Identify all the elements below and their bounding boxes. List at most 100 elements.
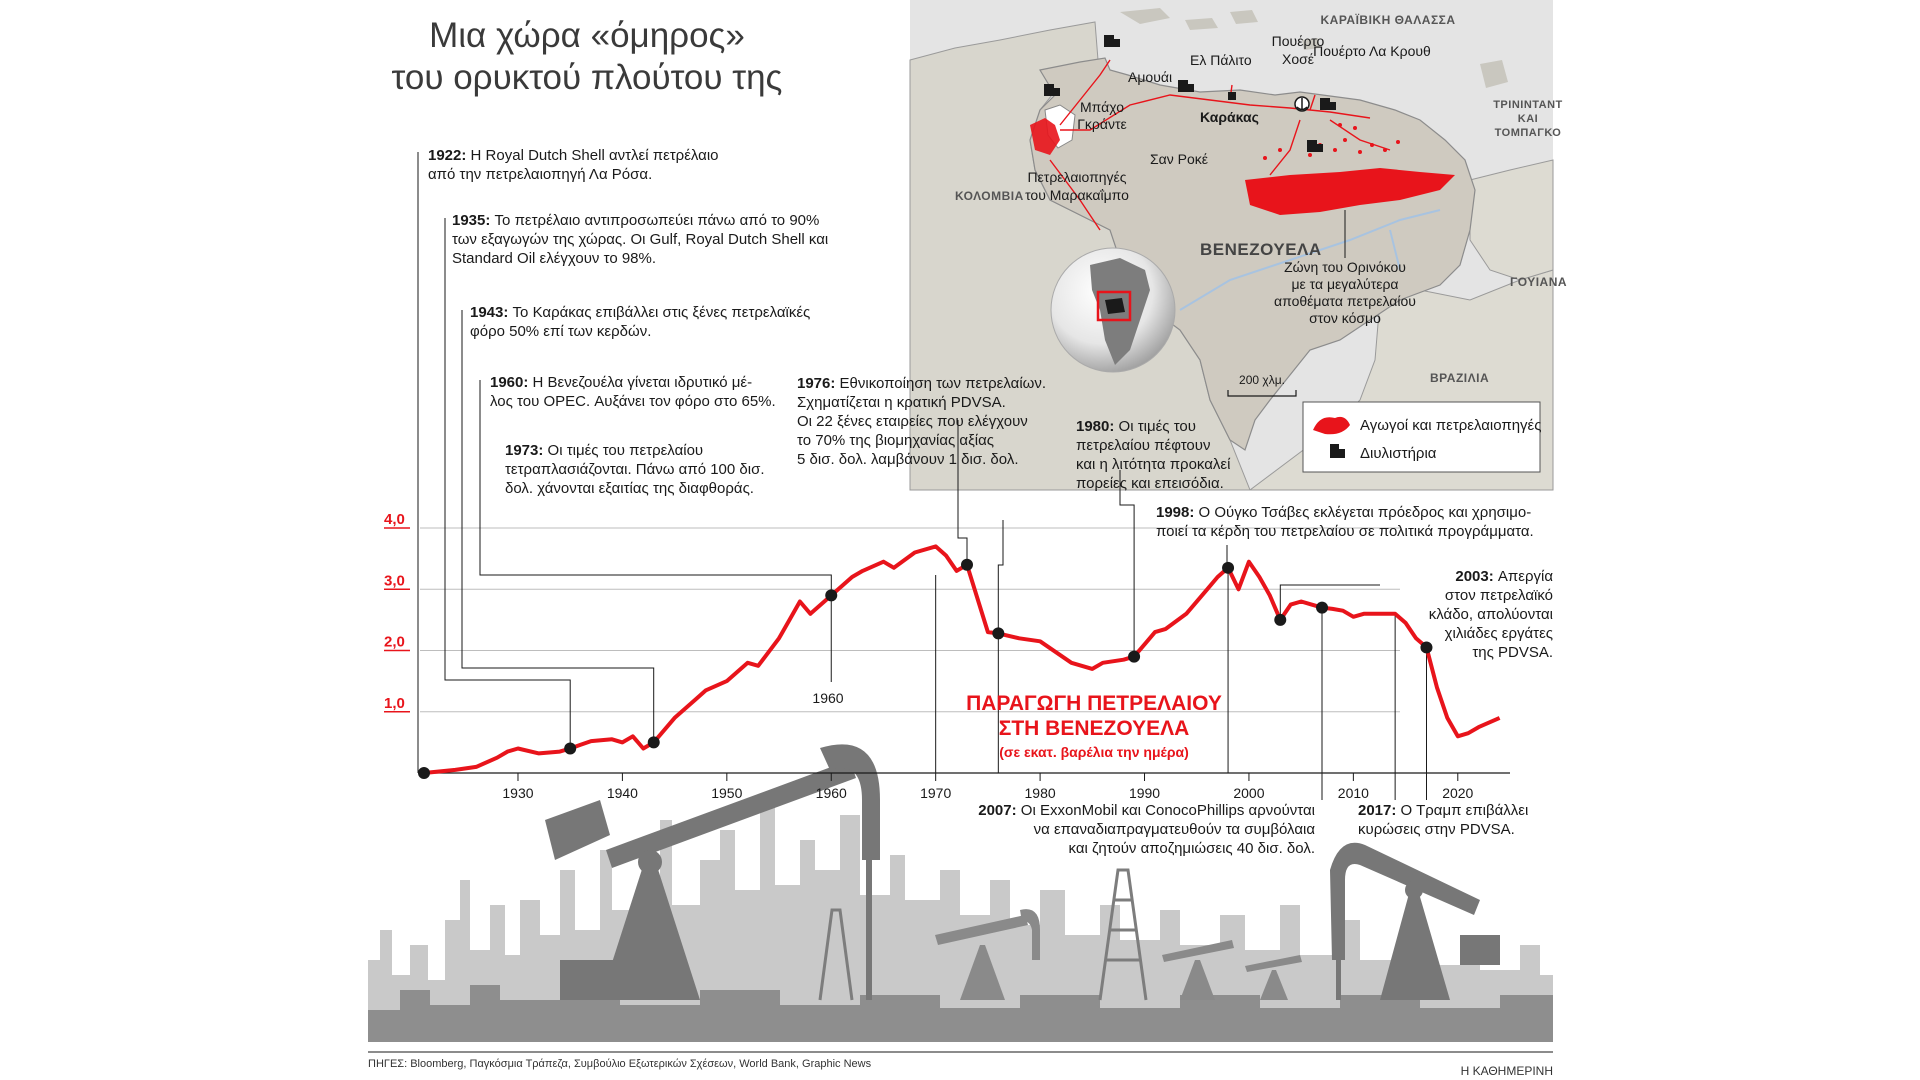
annotation-text-line: 1976: Εθνικοποίηση των πετρελαίων. — [797, 375, 1046, 392]
annotation-text-line: της PDVSA. — [1472, 644, 1553, 661]
label-puerto-jose-1: Πουέρτο — [1272, 33, 1325, 49]
annotation-1980: 1980: Οι τιμές του πετρελαίου πέφτουν και … — [1076, 418, 1231, 492]
annotation-year: 1943: — [470, 304, 513, 321]
label-colombia: ΚΟΛΟΜΒΙΑ — [955, 189, 1024, 203]
leader-line — [444, 218, 571, 749]
chart-y-axis: 1,0 2,0 3,0 4,0 — [384, 511, 410, 713]
x-tick-label-1990: 1990 — [1129, 785, 1160, 801]
label-orinoco-1: Ζώνη του Ορινόκου — [1284, 259, 1406, 275]
annotation-body: Το πετρέλαιο αντιπροσωπεύει πάνω από το … — [495, 212, 820, 229]
footer-brand: Η ΚΑΘΗΜΕΡΙΝΗ — [1461, 1064, 1553, 1078]
label-bajo-grande-2: Γκράντε — [1077, 116, 1127, 132]
event-point-1935 — [564, 742, 577, 755]
label-maracaibo-2: του Μαρακαΐμπο — [1025, 187, 1129, 203]
legend-pipes-icon — [1313, 416, 1350, 435]
globe-inset — [1050, 247, 1176, 373]
leader-line — [1119, 470, 1135, 657]
label-caracas: Καράκας — [1200, 109, 1259, 125]
footer-sources: ΠΗΓΕΣ: Bloomberg, Παγκόσμια Τράπεζα, Συμ… — [368, 1058, 872, 1070]
chart-subtitle: (σε εκατ. βαρέλια την ημέρα) — [999, 744, 1189, 760]
annotation-1998: 1998: Ο Ούγκο Τσάβες εκλέγεται πρόεδρος … — [1156, 504, 1534, 540]
event-point-1989 — [1128, 650, 1141, 663]
annotation-2017: 2017: Ο Τραμπ επιβάλλει κυρώσεις στην PDV… — [1358, 802, 1528, 838]
x-tick-label-1940: 1940 — [607, 785, 638, 801]
legend-refinery-icon — [1330, 444, 1345, 458]
annotation-body: Εθνικοποίηση των πετρελαίων. — [840, 375, 1046, 392]
annotation-text-line: από την πετρελαιοπηγή Λα Ρόσα. — [428, 166, 652, 183]
annotation-text-line: 1973: Οι τιμές του πετρελαίου — [505, 442, 703, 459]
annotation-text-line: 5 δισ. δολ. λαμβάνουν 1 δισ. δολ. — [797, 451, 1018, 468]
venezuela-shape — [1029, 57, 1476, 451]
annotation-text-line: και ζητούν αποζημιώσεις 40 δισ. δολ. — [1069, 840, 1316, 857]
annotation-2007: 2007: Οι ExxonMobil και ConocoPhillips α… — [978, 802, 1315, 857]
annotation-text-line: στον πετρελαϊκό — [1445, 587, 1553, 604]
annotation-body: Απεργία — [1498, 568, 1553, 585]
orinoco-belt — [1245, 168, 1455, 215]
event-point-1960 — [825, 589, 838, 602]
annotation-text-line: 1998: Ο Ούγκο Τσάβες εκλέγεται πρόεδρος … — [1156, 504, 1531, 521]
x-tick-label-1980: 1980 — [1025, 785, 1056, 801]
x-tick-label-1930: 1930 — [502, 785, 533, 801]
annotation-body: Οι ExxonMobil και ConocoPhillips αρνούντ… — [1021, 802, 1315, 819]
annotation-text-line: πορείες και επεισόδια. — [1076, 475, 1224, 492]
y-tick-label: 1,0 — [384, 695, 405, 712]
event-point-2017 — [1420, 641, 1433, 654]
chart-x-axis: 1930 1940 1950 1960 1970 1980 1990 2000 2010 2020 — [502, 773, 1474, 801]
annotation-body: Οι τιμές του πετρελαίου — [548, 442, 704, 459]
title-line-2: του ορυκτού πλούτου της — [392, 58, 783, 97]
annotation-leaders — [417, 152, 1427, 800]
x-tick-label-2020: 2020 — [1442, 785, 1473, 801]
annotation-text-line: τετραπλασιάζονται. Πάνω από 100 δισ. — [505, 461, 765, 478]
annotation-year: 1922: — [428, 147, 471, 164]
annotation-text-line: 2003: Απεργία — [1455, 568, 1553, 585]
label-orinoco-2: με τα μεγαλύτερα — [1291, 276, 1398, 292]
leader-line — [997, 520, 1004, 634]
chart-title-line-2: ΣΤΗ ΒΕΝΕΖΟΥΕΛΑ — [999, 717, 1190, 740]
annotation-body: Ο Ούγκο Τσάβες εκλέγεται πρόεδρος και χρ… — [1199, 504, 1532, 521]
annotation-text-line: 2007: Οι ExxonMobil και ConocoPhillips α… — [978, 802, 1315, 819]
annotation-1922: 1922: Η Royal Dutch Shell αντλεί πετρέλα… — [428, 147, 719, 183]
port-anchor-icon — [1294, 96, 1310, 112]
annotation-1935: 1935: Το πετρέλαιο αντιπροσωπεύει πάνω α… — [452, 212, 828, 267]
oil-field-dots — [1263, 123, 1400, 160]
annotation-body: Η Royal Dutch Shell αντλεί πετρέλαιο — [471, 147, 719, 164]
annotation-text-line: δολ. χάνονται εξαιτίας της διαφθοράς. — [505, 480, 754, 497]
label-caribbean-sea: ΚΑΡΑΪΒΙΚΗ ΘΑΛΑΣΣΑ — [1320, 12, 1455, 27]
label-puerto-la-cruz: Πουέρτο Λα Κρουθ — [1313, 43, 1431, 59]
label-venezuela: ΒΕΝΕΖΟΥΕΛΑ — [1200, 240, 1322, 259]
annotation-text-line: το 70% της βιομηχανίας αξίας — [797, 432, 994, 449]
annotation-body: Ο Τραμπ επιβάλλει — [1401, 802, 1529, 819]
annotation-body: Οι τιμές του — [1119, 418, 1196, 435]
event-point-1998 — [1222, 561, 1235, 574]
annotation-body: Η Βενεζουέλα γίνεται ιδρυτικό μέ- — [533, 374, 753, 391]
event-point-1921 — [418, 767, 430, 779]
label-puerto-jose-2: Χοσέ — [1282, 51, 1314, 67]
annotation-year: 2003: — [1455, 568, 1498, 585]
event-point-2003 — [1274, 613, 1287, 626]
event-point-1976 — [992, 627, 1005, 640]
y-tick-label: 2,0 — [384, 634, 405, 651]
y-tick-label: 3,0 — [384, 572, 405, 589]
annotation-text-line: 1935: Το πετρέλαιο αντιπροσωπεύει πάνω α… — [452, 212, 819, 229]
venezuela-map: ΚΑΡΑΪΒΙΚΗ ΘΑΛΑΣΣΑ ΚΟΛΟΜΒΙΑ ΒΕΝΕΖΟΥΕΛΑ ΤΡ… — [909, 0, 1567, 491]
label-san-roque: Σαν Ροκέ — [1150, 151, 1208, 167]
annotation-year: 1935: — [452, 212, 495, 229]
leader-line — [957, 420, 968, 565]
annotation-text-line: φόρο 50% επί των κερδών. — [470, 323, 651, 340]
annotation-1943: 1943: Το Καράκας επιβάλλει στις ξένες πε… — [470, 304, 810, 340]
event-points — [418, 558, 1433, 779]
annotation-text-line: πετρελαίου πέφτουν — [1076, 437, 1210, 454]
x-tick-label-1970: 1970 — [920, 785, 951, 801]
legend-pipes-label: Αγωγοί και πετρελαιοπηγές — [1360, 417, 1541, 434]
guyana-shape — [1469, 159, 1554, 281]
leader-line — [461, 310, 655, 743]
annotation-text-line: και η λιτότητα προκαλεί — [1076, 456, 1231, 473]
label-bajo-grande-1: Μπάχο — [1080, 99, 1124, 115]
annotation-text-line: χιλιάδες εργάτες — [1445, 625, 1553, 642]
annotation-text-line: Σχηματίζεται η κρατική PDVSA. — [797, 394, 1006, 411]
label-trinidad-1: ΤΡΙΝΙΝΤΑΝΤ — [1493, 99, 1563, 111]
timeline-annotations: 1922: Η Royal Dutch Shell αντλεί πετρέλα… — [428, 147, 1553, 857]
annotation-text-line: να επαναδιαπραγματευθούν τα συμβόλαια — [1034, 821, 1316, 838]
annotation-year: 1960: — [490, 374, 533, 391]
